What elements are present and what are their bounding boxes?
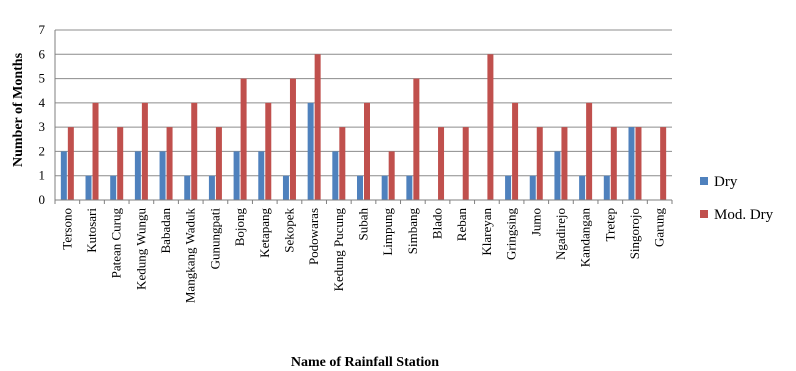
x-category-label: Blado <box>430 208 445 239</box>
bar-mod-dry <box>487 54 494 201</box>
bar-mod-dry <box>92 102 99 200</box>
bar-mod-dry <box>240 78 247 200</box>
x-category-label: Podowaras <box>306 208 321 265</box>
bar-dry <box>406 175 413 200</box>
bar-dry <box>357 175 363 200</box>
bar-dry <box>85 175 92 200</box>
y-axis-title: Number of Months <box>11 52 26 167</box>
x-category-label: Gunungpati <box>207 208 222 270</box>
bar-dry <box>505 175 512 200</box>
bar-dry <box>208 175 215 200</box>
x-category-label: Kandangan <box>578 208 593 268</box>
legend-swatch-dry <box>700 177 708 185</box>
x-category-label: Reban <box>454 208 469 242</box>
x-category-label: Kedung Pucung <box>331 208 346 292</box>
x-category-label: Ketapang <box>257 208 272 258</box>
bar-mod-dry <box>265 102 272 200</box>
bar-dry <box>233 151 240 200</box>
bar-mod-dry <box>610 127 617 200</box>
bar-mod-dry <box>364 102 370 200</box>
x-category-label: Garung <box>652 208 667 247</box>
bar-dry <box>282 175 289 200</box>
x-category-label: Kedung Wungu <box>133 208 148 290</box>
x-category-label: Jumo <box>528 208 543 236</box>
y-tick-label: 2 <box>39 143 46 158</box>
x-category-label: Mangkang Waduk <box>183 208 198 304</box>
bar-mod-dry <box>141 102 148 200</box>
bar-mod-dry <box>289 78 296 200</box>
bar-mod-dry <box>166 127 173 200</box>
y-tick-label: 7 <box>39 22 46 37</box>
x-category-label: Tersono <box>59 208 74 250</box>
bar-dry <box>603 175 610 200</box>
y-tick-label: 4 <box>39 95 46 110</box>
x-category-label: Patean Curug <box>109 208 124 279</box>
x-category-label: Babadan <box>158 208 173 254</box>
legend-swatch-mod-dry <box>700 210 708 218</box>
x-category-label: Limpung <box>380 208 395 256</box>
x-axis-title: Name of Rainfall Station <box>291 355 439 370</box>
bar-dry <box>579 175 586 200</box>
y-tick-label: 0 <box>39 192 46 207</box>
legend: Dry Mod. Dry <box>700 174 774 223</box>
bar-dry <box>307 102 314 200</box>
bar-mod-dry <box>215 127 222 200</box>
bar-dry <box>258 151 265 200</box>
bar-mod-dry <box>462 127 469 200</box>
x-axis-category-labels: Tersono Kutosari Patean Curug Kedung Wungu B… <box>54 200 673 304</box>
bar-mod-dry <box>314 54 321 201</box>
x-category-label: Ngadirejo <box>553 208 568 260</box>
bar-mod-dry <box>438 127 445 200</box>
bar-mod-dry <box>339 127 346 200</box>
x-category-label: Singorojo <box>627 208 642 259</box>
y-tick-label: 3 <box>39 119 46 134</box>
x-category-label: Gringsing <box>504 208 519 261</box>
bar-mod-dry <box>660 127 667 200</box>
legend-label-dry: Dry <box>714 174 738 190</box>
bar-dry <box>529 175 536 200</box>
bar-dry <box>332 151 339 200</box>
x-category-label: Tretep <box>602 208 617 241</box>
x-category-label: Bojong <box>232 208 247 247</box>
bar-mod-dry <box>635 127 642 200</box>
bar-dry <box>159 151 166 200</box>
bar-mod-dry <box>388 151 395 200</box>
bar-dry <box>628 127 635 200</box>
x-category-label: Kutosari <box>84 208 99 253</box>
bar-mod-dry <box>67 127 74 200</box>
bar-mod-dry <box>561 127 568 200</box>
bar-dry <box>554 151 561 200</box>
y-tick-label: 5 <box>39 71 46 86</box>
bar-mod-dry <box>117 127 124 200</box>
bars <box>60 54 667 201</box>
x-category-label: Simbang <box>405 208 420 255</box>
bar-dry <box>110 175 117 200</box>
bar-dry <box>184 175 191 200</box>
y-tick-label: 1 <box>39 168 46 183</box>
bar-mod-dry <box>191 102 198 200</box>
bar-mod-dry <box>413 78 420 200</box>
x-category-label: Subah <box>356 208 371 241</box>
bar-dry <box>381 175 388 200</box>
bar-mod-dry <box>512 102 519 200</box>
gridlines <box>55 29 672 177</box>
y-axis-ticks: 0 1 2 3 4 5 6 7 <box>39 22 46 207</box>
legend-label-mod-dry: Mod. Dry <box>714 207 774 223</box>
y-tick-label: 6 <box>39 46 46 61</box>
bar-dry <box>134 151 141 200</box>
bar-mod-dry <box>586 102 593 200</box>
x-category-label: Sekopek <box>281 208 296 253</box>
x-category-label: Klareyan <box>479 208 494 256</box>
bar-mod-dry <box>536 127 543 200</box>
bar-dry <box>60 151 67 200</box>
